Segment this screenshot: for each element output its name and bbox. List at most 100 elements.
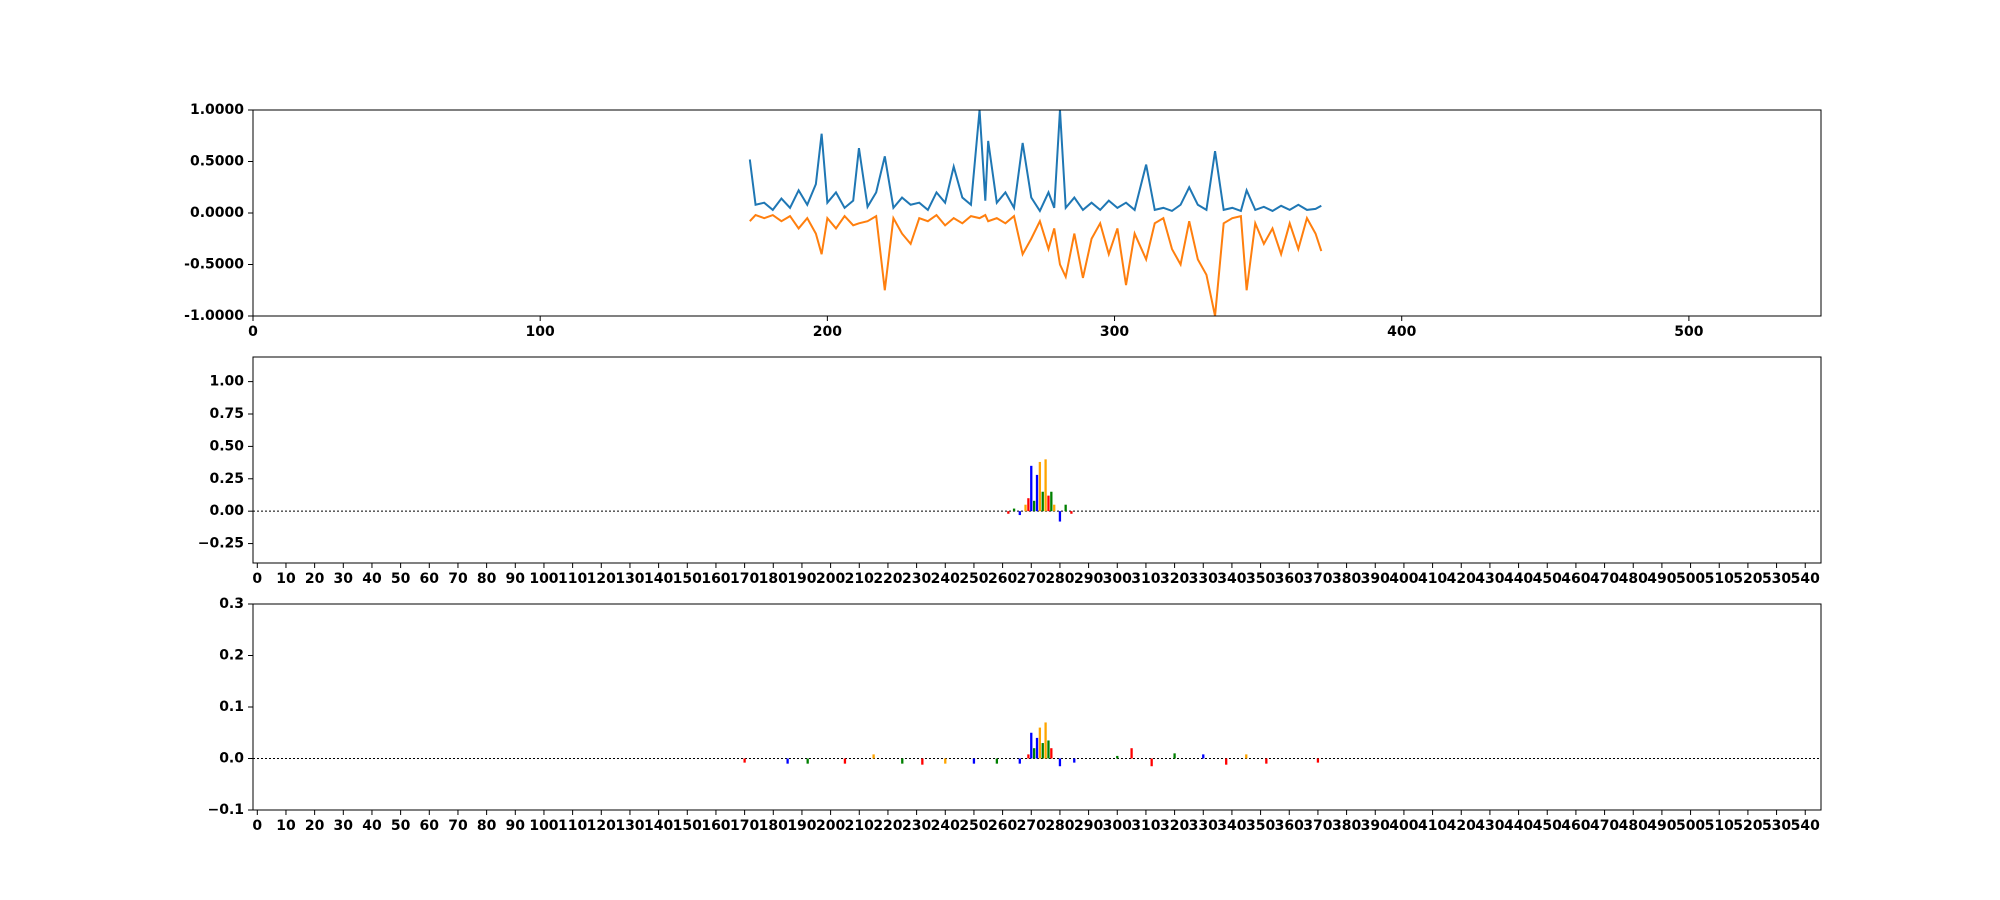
logo-bar [843, 758, 847, 764]
logo-bar [1032, 500, 1036, 512]
x-tick-label: 460 [1561, 571, 1590, 587]
x-tick-label: 50 [391, 571, 411, 587]
x-tick-label: 60 [420, 818, 440, 834]
x-tick-label: 360 [1275, 571, 1304, 587]
x-tick-label: 210 [845, 818, 874, 834]
x-tick-label: 100 [529, 818, 558, 834]
logo-bar [1073, 758, 1076, 763]
logo-bar [1202, 754, 1205, 759]
x-tick-label: 450 [1533, 818, 1562, 834]
x-tick-label: 420 [1447, 571, 1476, 587]
y-tick-label: -1.0000 [184, 308, 244, 324]
x-tick-label: 80 [477, 818, 497, 834]
x-tick-label: 0 [252, 571, 262, 587]
x-tick-label: 410 [1418, 571, 1447, 587]
x-tick-label: 300 [1100, 324, 1129, 340]
logo-bar [1050, 491, 1053, 512]
x-tick-label: 240 [931, 818, 960, 834]
logo-bar [1027, 498, 1030, 512]
x-tick-label: 70 [448, 818, 468, 834]
axes-frame [252, 109, 1822, 317]
x-tick-label: 0 [248, 324, 258, 340]
x-tick-label: 10 [276, 818, 296, 834]
x-tick-label: 530 [1762, 571, 1791, 587]
logo-bar [1130, 748, 1133, 759]
x-tick-label: 540 [1791, 818, 1820, 834]
x-tick-label: 100 [529, 571, 558, 587]
x-tick-label: 190 [787, 818, 816, 834]
y-tick-label: 0.1 [219, 699, 244, 715]
x-tick-label: 60 [420, 571, 440, 587]
logo-bar [1035, 474, 1039, 512]
x-tick-label: 140 [644, 571, 673, 587]
x-tick-label: 490 [1647, 818, 1676, 834]
logo-bar [1245, 754, 1248, 759]
x-tick-label: 480 [1619, 571, 1648, 587]
y-tick-label: 0.50 [209, 438, 244, 454]
x-tick-label: 390 [1361, 818, 1390, 834]
logo-bar [806, 758, 809, 764]
x-tick-label: 0 [252, 818, 262, 834]
y-tick-label: 0.2 [219, 648, 244, 664]
logo-bar [1030, 465, 1033, 512]
logo-bar [1044, 459, 1047, 512]
x-tick-label: 520 [1733, 571, 1762, 587]
y-tick-label: −0.25 [198, 536, 244, 552]
x-tick-label: 40 [362, 571, 382, 587]
y-tick-label: 0.0000 [190, 205, 244, 221]
x-tick-label: 190 [787, 571, 816, 587]
x-tick-label: 400 [1389, 818, 1418, 834]
logo-bar [1070, 511, 1073, 514]
x-tick-label: 260 [988, 571, 1017, 587]
x-tick-label: 200 [816, 571, 845, 587]
logo-bar [1053, 504, 1056, 512]
x-tick-label: 310 [1131, 571, 1160, 587]
x-tick-label: 480 [1619, 818, 1648, 834]
logo-bar [944, 758, 947, 764]
x-tick-label: 310 [1131, 818, 1160, 834]
x-tick-label: 530 [1762, 818, 1791, 834]
x-tick-label: 170 [730, 818, 759, 834]
y-tick-label: −0.1 [207, 802, 244, 818]
x-tick-label: 410 [1418, 818, 1447, 834]
logo-bar [1032, 748, 1036, 759]
x-tick-label: 440 [1504, 571, 1533, 587]
x-tick-label: 160 [701, 571, 730, 587]
x-tick-label: 280 [1045, 571, 1074, 587]
y-tick-label: 0.3 [219, 596, 244, 612]
x-tick-label: 100 [526, 324, 555, 340]
x-tick-label: 230 [902, 818, 931, 834]
x-tick-label: 330 [1189, 818, 1218, 834]
y-tick-label: 0.5000 [190, 154, 244, 170]
x-tick-label: 300 [1103, 818, 1132, 834]
x-tick-label: 90 [506, 818, 526, 834]
x-tick-label: 320 [1160, 818, 1189, 834]
x-tick-label: 180 [759, 571, 788, 587]
x-tick-label: 270 [1017, 818, 1046, 834]
axes-frame [252, 356, 1822, 564]
logo-bar [921, 758, 924, 765]
x-tick-label: 500 [1676, 571, 1705, 587]
x-tick-label: 140 [644, 818, 673, 834]
x-tick-label: 290 [1074, 571, 1103, 587]
axes-frame [252, 603, 1822, 811]
logo-bar [1018, 511, 1021, 516]
x-tick-label: 300 [1103, 571, 1132, 587]
logo-bar [1012, 508, 1016, 512]
x-tick-label: 230 [902, 571, 931, 587]
x-tick-label: 390 [1361, 571, 1390, 587]
logo-bar [1047, 740, 1050, 759]
logo-bar [1038, 461, 1042, 512]
x-tick-label: 40 [362, 818, 382, 834]
x-tick-label: 250 [959, 571, 988, 587]
x-tick-label: 150 [673, 571, 702, 587]
y-tick-label: 1.0000 [190, 102, 244, 118]
logo-bar [1041, 491, 1044, 512]
x-tick-label: 200 [816, 818, 845, 834]
x-tick-label: 150 [673, 818, 702, 834]
x-tick-label: 130 [615, 818, 644, 834]
x-tick-label: 380 [1332, 818, 1361, 834]
logo-bar [1225, 758, 1228, 765]
x-tick-label: 490 [1647, 571, 1676, 587]
y-tick-label: 0.75 [209, 406, 244, 422]
